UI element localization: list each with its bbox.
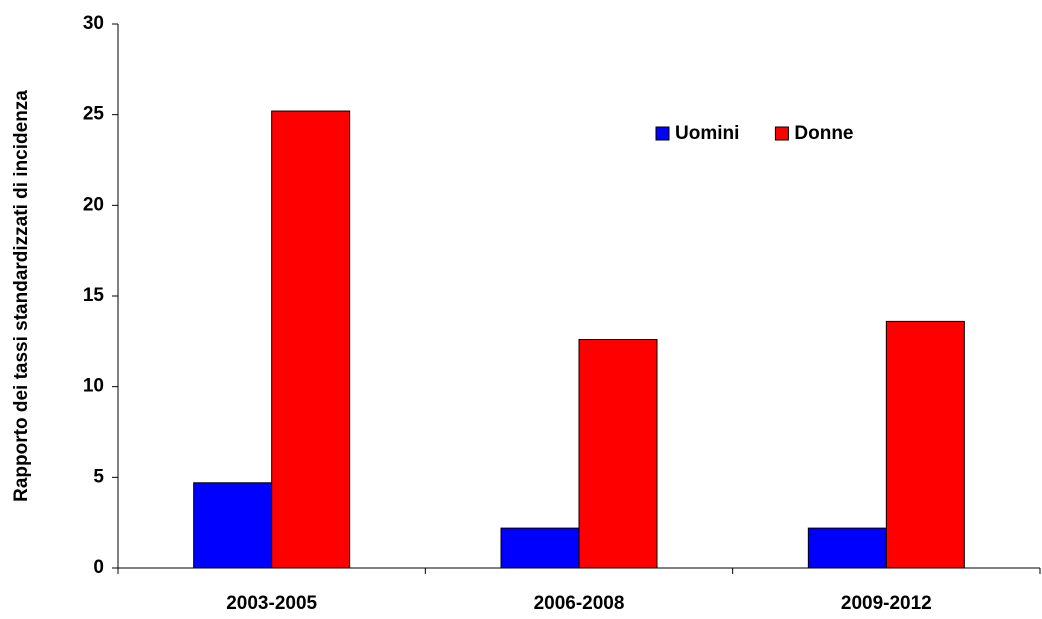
bar [193, 482, 273, 569]
y-tick-label: 5 [93, 466, 104, 487]
bar [578, 339, 658, 569]
legend-label: Uomini [675, 123, 739, 144]
bar [885, 320, 965, 569]
x-tick-label: 2003-2005 [226, 593, 317, 614]
y-axis-label: Rapporto dei tassi standardizzati di inc… [11, 90, 32, 502]
bar [807, 527, 887, 569]
bar [271, 110, 351, 569]
y-tick-label: 25 [83, 104, 105, 125]
y-tick-label: 0 [93, 557, 104, 578]
legend-label: Donne [794, 123, 853, 144]
legend-swatch [655, 126, 670, 141]
y-tick-label: 30 [83, 13, 104, 34]
bar [500, 527, 580, 569]
x-tick-label: 2006-2008 [534, 593, 625, 614]
x-tick-label: 2009-2012 [841, 593, 932, 614]
y-tick-label: 20 [83, 194, 104, 215]
y-tick-label: 10 [83, 376, 104, 397]
y-tick-label: 15 [83, 285, 105, 306]
legend-swatch [774, 126, 789, 141]
